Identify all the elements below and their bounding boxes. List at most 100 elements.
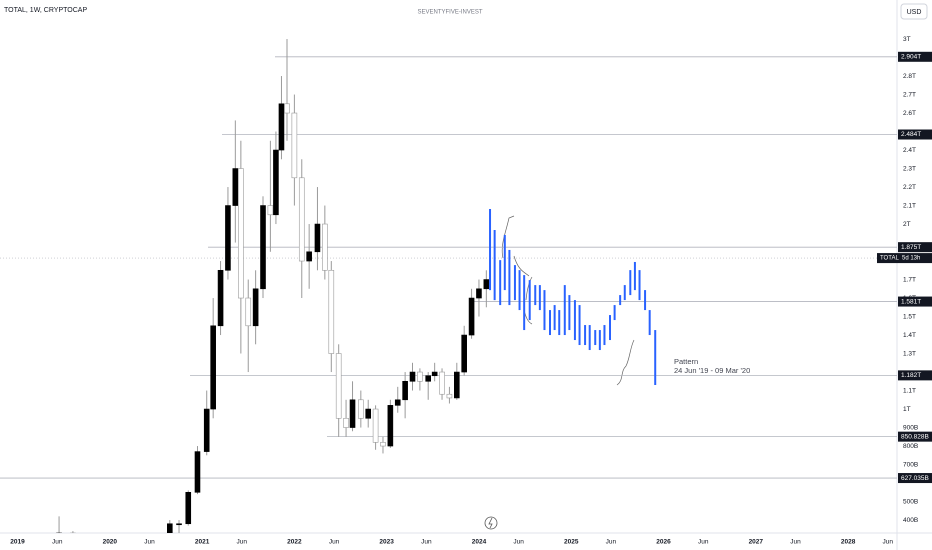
candle-body: [446, 393, 453, 399]
x-tick-label: 2023: [379, 539, 394, 546]
plot-area: [0, 39, 897, 533]
y-tick-label: 2.1T: [903, 202, 916, 209]
candle-body: [461, 334, 467, 373]
level-label-bg: [898, 370, 932, 381]
y-tick-label: 1T: [903, 406, 911, 413]
candle-body: [291, 112, 298, 179]
watermark: SEVENTYFIVE-INVEST: [417, 10, 482, 16]
candle-body: [298, 177, 305, 262]
annotation-title: Pattern: [674, 357, 698, 366]
candle-body: [238, 168, 244, 299]
candle-body: [387, 405, 394, 447]
candle-body: [210, 325, 216, 410]
y-tick-label: 900B: [903, 424, 918, 431]
candle-body: [260, 205, 266, 290]
x-tick-label: 2022: [287, 539, 302, 546]
candle-body: [468, 297, 475, 336]
candle-body: [203, 408, 210, 452]
candle-body: [417, 371, 423, 382]
candle-body: [278, 103, 285, 151]
candle-body: [409, 371, 416, 382]
candle-body: [365, 408, 372, 419]
y-tick-label: 1.5T: [903, 313, 916, 320]
level-label: 2.904T: [901, 54, 921, 61]
x-tick-label: Jun: [698, 539, 709, 546]
currency-button[interactable]: [900, 3, 928, 20]
price-tag-name: TOTAL: [880, 256, 899, 262]
candle-body: [225, 205, 231, 271]
level-label: 627.035B: [901, 475, 929, 482]
candle-body: [167, 523, 173, 533]
level-label: 850.828B: [901, 433, 929, 440]
x-tick-label: Jun: [144, 539, 155, 546]
candle-body: [328, 269, 335, 354]
candle-body: [454, 371, 460, 399]
candle-body: [380, 442, 386, 447]
x-tick-label: 2026: [656, 539, 671, 546]
price-tag-countdown: 5d 13h: [902, 256, 920, 262]
level-label: 1.581T: [901, 298, 921, 305]
candle-body: [217, 269, 224, 327]
replay-icon[interactable]: [484, 516, 498, 530]
y-tick-label: 2T: [903, 221, 911, 228]
candle-body: [185, 491, 192, 525]
y-tick-label: 1.4T: [903, 332, 916, 339]
x-tick-label: 2027: [749, 539, 764, 546]
level-label-bg: [898, 431, 932, 442]
candle-body: [425, 375, 431, 382]
y-tick-label: 1.1T: [903, 387, 916, 394]
x-tick-label: Jun: [606, 539, 617, 546]
y-tick-label: 1.7T: [903, 276, 916, 283]
candle-body: [306, 251, 312, 262]
y-tick-label: 2.4T: [903, 147, 916, 154]
currency-label[interactable]: USD: [907, 9, 922, 16]
x-tick-label: Jun: [421, 539, 432, 546]
y-tick-label: 800B: [903, 443, 918, 450]
price-tag-bg: [877, 253, 932, 264]
candle-body: [349, 399, 356, 428]
level-label: 1.182T: [901, 372, 921, 379]
y-tick-label: 2.2T: [903, 184, 916, 191]
candle-body: [343, 417, 349, 428]
y-tick-label: 2.7T: [903, 91, 916, 98]
x-tick-label: Jun: [52, 539, 63, 546]
x-tick-label: Jun: [513, 539, 524, 546]
x-tick-label: 2019: [10, 539, 25, 546]
annotation-range: 24 Jun '19 - 09 Mar '20: [674, 366, 750, 375]
candle-body: [402, 380, 408, 401]
y-tick-label: 400B: [903, 517, 918, 524]
level-label-bg: [898, 51, 932, 62]
x-tick-label: Jun: [329, 539, 340, 546]
candle-body: [284, 103, 290, 114]
candle-body: [273, 149, 279, 216]
candle-body: [335, 353, 342, 419]
arrow: [513, 255, 530, 277]
y-tick-label: 2.8T: [903, 73, 916, 80]
y-tick-label: 500B: [903, 498, 918, 505]
level-label: 1.875T: [901, 244, 921, 251]
chart-title: TOTAL, 1W, CRYPTOCAP: [4, 7, 87, 14]
x-tick-label: Jun: [237, 539, 248, 546]
y-tick-label: 1.3T: [903, 350, 916, 357]
x-tick-label: 2028: [841, 539, 856, 546]
candle-body: [194, 451, 201, 493]
y-tick-label: 2.6T: [903, 110, 916, 117]
y-tick-label: 3T: [903, 36, 911, 43]
level-label-bg: [898, 242, 932, 253]
candle-body: [439, 371, 445, 395]
candle-body: [245, 297, 252, 327]
x-tick-label: Jun: [883, 539, 894, 546]
level-label: 2.484T: [901, 131, 921, 138]
candle-body: [322, 223, 328, 271]
x-tick-label: 2024: [472, 539, 487, 546]
candle-body: [483, 279, 490, 290]
level-label-bg: [898, 296, 932, 307]
x-tick-label: 2021: [195, 539, 210, 546]
replay-icon-bolt: [488, 517, 493, 529]
candle-body: [176, 523, 182, 526]
arrow: [616, 339, 635, 386]
candle-body: [394, 399, 401, 406]
level-label-bg: [898, 473, 932, 484]
x-tick-label: Jun: [790, 539, 801, 546]
